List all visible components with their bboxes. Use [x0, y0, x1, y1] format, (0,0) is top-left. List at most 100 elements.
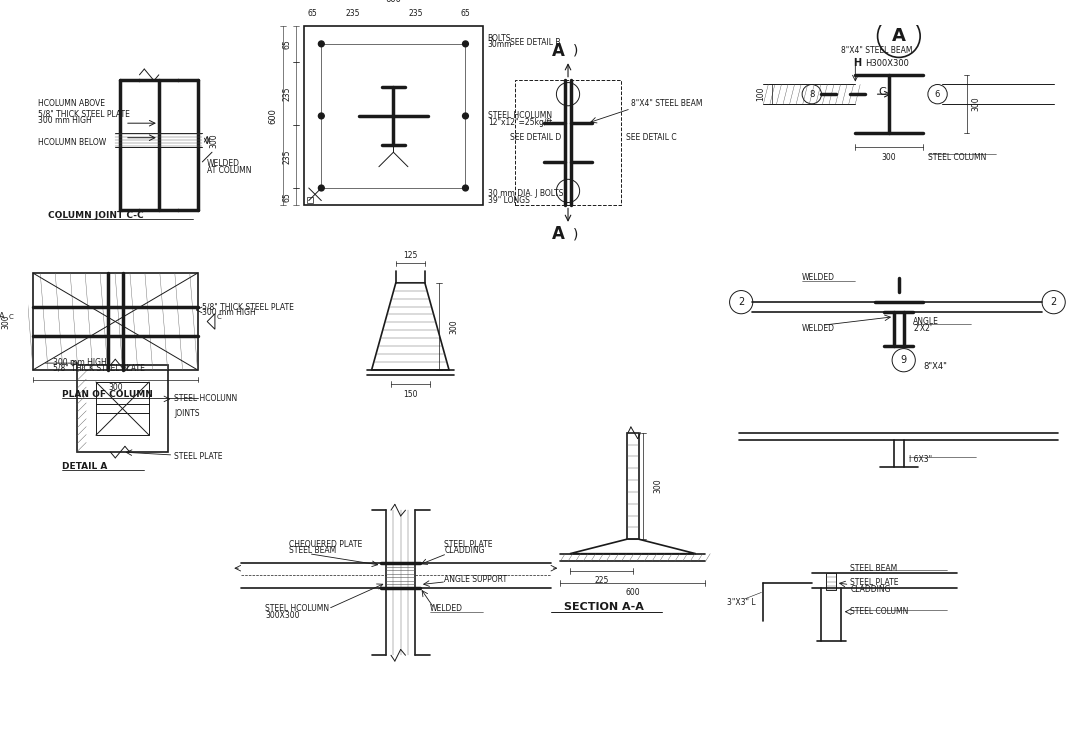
Text: ): )	[573, 44, 579, 58]
Text: ANGLE: ANGLE	[913, 317, 939, 326]
Text: 300: 300	[882, 153, 897, 162]
Text: 65: 65	[460, 9, 470, 18]
Text: 300: 300	[972, 96, 980, 111]
Text: 225: 225	[594, 576, 608, 585]
Text: COLUMN JOINT C-C: COLUMN JOINT C-C	[48, 211, 144, 220]
Text: WELDED: WELDED	[802, 274, 836, 283]
Text: HCOLUMN ABOVE: HCOLUMN ABOVE	[38, 99, 104, 108]
Text: STEEL COLUMN: STEEL COLUMN	[928, 153, 986, 162]
Text: 9: 9	[901, 355, 906, 365]
Text: 6: 6	[935, 89, 940, 99]
Text: 100: 100	[756, 87, 765, 102]
Text: STEEL HCOLUMN: STEEL HCOLUMN	[265, 605, 330, 614]
Text: 600: 600	[385, 0, 401, 4]
Text: 30 mm DIA. J BOLTS: 30 mm DIA. J BOLTS	[487, 190, 564, 199]
Text: HCOLUMN BELOW: HCOLUMN BELOW	[38, 138, 107, 147]
Text: 2'X2': 2'X2'	[913, 324, 932, 333]
Text: A: A	[892, 27, 906, 45]
Text: 300 mm HIGH: 300 mm HIGH	[202, 308, 256, 317]
Text: 2: 2	[738, 297, 744, 307]
Text: STEEL PLATE: STEEL PLATE	[444, 539, 493, 548]
Text: 8"X4": 8"X4"	[923, 362, 947, 371]
Text: 39" LONGS: 39" LONGS	[487, 196, 530, 205]
Text: I 6X3": I 6X3"	[908, 456, 931, 464]
Text: AT COLUMN: AT COLUMN	[207, 166, 251, 175]
Bar	[33, 273, 198, 370]
Text: CHEQUERED PLATE: CHEQUERED PLATE	[289, 539, 362, 548]
Text: SEE DETAIL D: SEE DETAIL D	[510, 133, 561, 142]
Text: 65: 65	[282, 192, 290, 202]
Text: 600: 600	[626, 588, 640, 597]
Text: 235: 235	[408, 9, 423, 18]
Text: 300: 300	[108, 383, 123, 392]
Text: STEEL HCOLUNN: STEEL HCOLUNN	[174, 394, 237, 403]
Text: ANGLE SUPPORT: ANGLE SUPPORT	[444, 575, 507, 584]
Text: A: A	[552, 41, 565, 59]
Text: 300X300: 300X300	[265, 611, 299, 620]
Text: STEEL BEAM: STEEL BEAM	[851, 564, 898, 573]
Text: CLADDING: CLADDING	[851, 585, 891, 594]
Text: JOINTS: JOINTS	[174, 409, 200, 418]
Circle shape	[319, 113, 324, 119]
Text: PLAN OF COLUMN: PLAN OF COLUMN	[62, 390, 153, 399]
Text: 12"x12"=25kg/ft: 12"x12"=25kg/ft	[487, 118, 552, 127]
Text: ): )	[573, 227, 579, 241]
Text: A: A	[0, 312, 5, 321]
Text: 300 mm HIGH: 300 mm HIGH	[53, 358, 107, 367]
Bar	[321, 44, 466, 188]
Text: C: C	[878, 87, 887, 97]
Text: 5/8" THICK STEEL PLATE: 5/8" THICK STEEL PLATE	[202, 302, 294, 311]
Text: 30mm: 30mm	[487, 41, 512, 50]
Text: 300: 300	[209, 133, 218, 148]
Circle shape	[462, 185, 468, 191]
Bar	[76, 365, 169, 452]
Text: SECTION A-A: SECTION A-A	[564, 602, 644, 612]
Text: STEEL HCOLUMN: STEEL HCOLUMN	[487, 111, 552, 120]
Text: C: C	[217, 314, 221, 320]
Bar	[307, 197, 312, 202]
Text: 125: 125	[404, 251, 418, 260]
Text: 235: 235	[282, 86, 290, 101]
Text: SEE DETAIL B: SEE DETAIL B	[510, 38, 560, 47]
Bar	[826, 573, 836, 590]
Text: 3"X3" L: 3"X3" L	[727, 598, 755, 607]
Text: 65: 65	[308, 9, 318, 18]
Text: 300: 300	[653, 479, 663, 493]
Text: H300X300: H300X300	[865, 59, 908, 68]
Text: STEEL PLATE: STEEL PLATE	[174, 453, 223, 462]
Text: 65: 65	[282, 39, 290, 49]
Text: 235: 235	[282, 150, 290, 164]
Text: WELDED: WELDED	[802, 324, 836, 333]
Text: 235: 235	[346, 9, 360, 18]
Text: STEEL PLATE: STEEL PLATE	[851, 578, 899, 587]
Text: 8: 8	[809, 89, 815, 99]
Text: 8"X4" STEEL BEAM: 8"X4" STEEL BEAM	[841, 46, 913, 55]
Text: 8"X4" STEEL BEAM: 8"X4" STEEL BEAM	[631, 99, 703, 108]
Text: STEEL COLUMN: STEEL COLUMN	[851, 607, 908, 616]
Text: STEEL BEAM: STEEL BEAM	[289, 546, 336, 555]
Text: 300: 300	[449, 319, 458, 334]
Circle shape	[319, 185, 324, 191]
Text: 2: 2	[1051, 297, 1056, 307]
Text: 5/8" THICK STEEL PLATE: 5/8" THICK STEEL PLATE	[53, 363, 145, 372]
Text: A: A	[552, 226, 565, 244]
Bar	[627, 432, 639, 539]
Text: WELDED: WELDED	[207, 159, 240, 168]
Circle shape	[462, 113, 468, 119]
Circle shape	[462, 41, 468, 47]
Text: 5/8" THICK STEEL PLATE: 5/8" THICK STEEL PLATE	[38, 109, 129, 118]
Bar	[96, 382, 149, 435]
Text: H: H	[853, 58, 862, 68]
Text: C: C	[9, 314, 13, 320]
Text: 150: 150	[403, 390, 418, 399]
Text: DETAIL A: DETAIL A	[62, 462, 108, 471]
Text: CLADDING: CLADDING	[444, 546, 484, 555]
Bar	[304, 26, 483, 205]
Circle shape	[319, 41, 324, 47]
Text: BOLTS: BOLTS	[487, 34, 511, 43]
Text: 300 mm HIGH: 300 mm HIGH	[38, 116, 91, 125]
Bar	[515, 80, 621, 205]
Text: WELDED: WELDED	[430, 605, 462, 614]
Text: 300: 300	[1, 314, 11, 329]
Text: 600: 600	[269, 108, 277, 124]
